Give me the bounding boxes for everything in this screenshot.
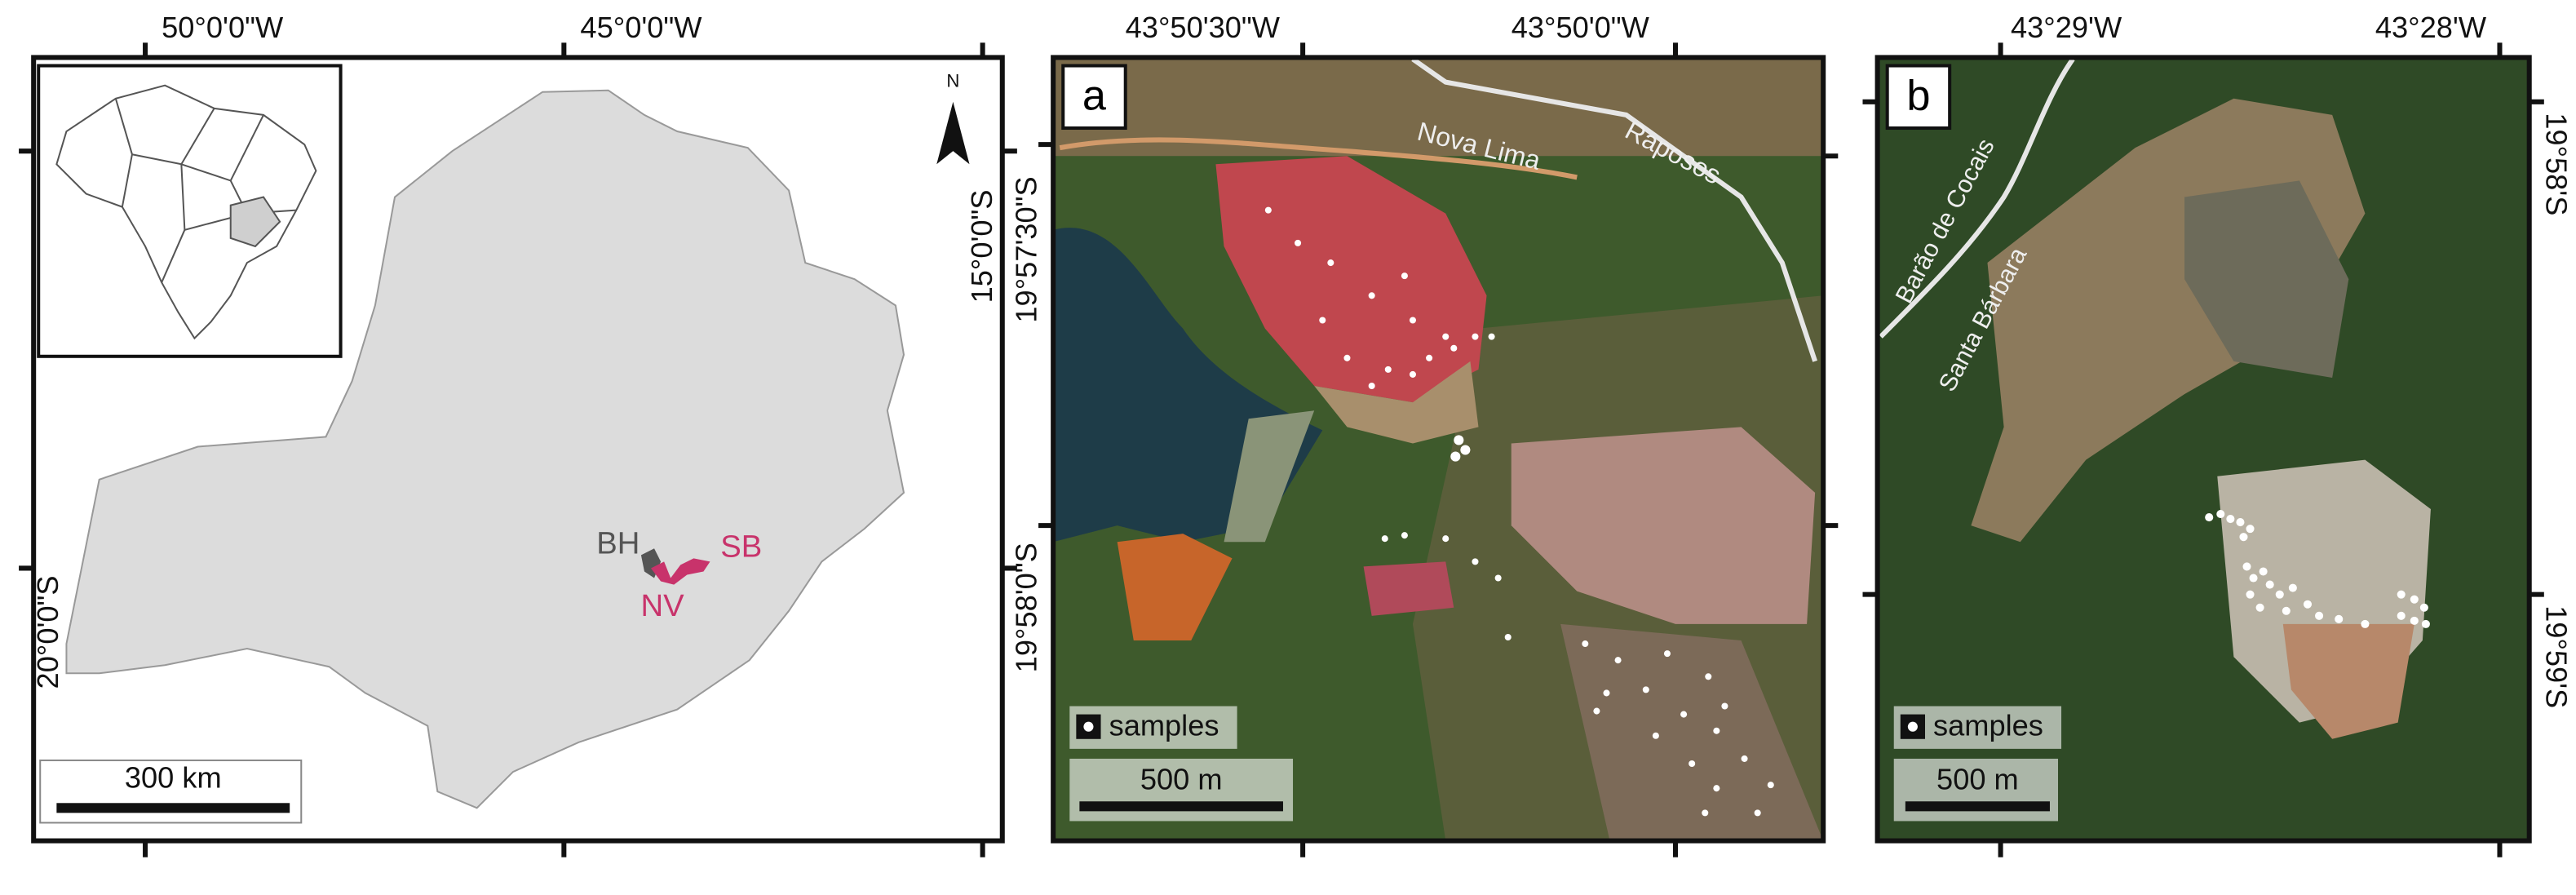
- scale-bar-label: 500 m: [1140, 763, 1223, 796]
- state-map-panel: BH SB NV N 300 km 50°0'0: [19, 11, 1017, 857]
- lat-label: 15°0'0"S: [965, 189, 998, 303]
- lat-label: 19°58'S: [2539, 113, 2573, 215]
- lon-label: 43°50'0"W: [1512, 11, 1650, 44]
- place-label: NV: [641, 588, 685, 623]
- panel-frame: [1874, 55, 2532, 844]
- panel-letter: b: [1906, 73, 1930, 120]
- lon-label: 45°0'0"W: [580, 11, 702, 44]
- panel-letter-box: [1885, 64, 1952, 131]
- satellite-image: [1053, 57, 1824, 841]
- lat-label: 19°58'0"S: [1010, 543, 1043, 672]
- scale-bar: [1079, 801, 1283, 812]
- inset-country: [55, 84, 317, 340]
- north-arrow: [936, 101, 970, 165]
- panel-frame: [1051, 55, 1826, 844]
- lat-label: 20°0'0"S: [31, 575, 64, 689]
- state-outline: [65, 89, 905, 809]
- scale-bar: [1905, 801, 2050, 812]
- study-region: [651, 558, 710, 585]
- place-label: SB: [720, 529, 762, 564]
- lon-label: 43°29'W: [2011, 11, 2122, 44]
- lat-label: 19°59'S: [2539, 605, 2573, 708]
- legend-label: samples: [1109, 708, 1219, 742]
- legend-dot: [1907, 721, 1918, 732]
- lon-label: 43°50'30"W: [1126, 11, 1281, 44]
- panel-a: Nova Lima Raposos a samples 500 m 43°50'…: [1010, 11, 1839, 857]
- sample-points: [2205, 509, 2430, 628]
- lat-label: 19°57'30"S: [1010, 176, 1043, 322]
- legend-dot: [1083, 721, 1094, 732]
- panel-letter: a: [1082, 73, 1107, 120]
- scale-bar-label: 500 m: [1936, 763, 2019, 796]
- lon-label: 50°0'0"W: [162, 11, 284, 44]
- scale-bar-label: 300 km: [125, 761, 222, 795]
- panel-frame: [31, 55, 1005, 844]
- legend-label: samples: [1933, 708, 2043, 742]
- scale-bar: [56, 803, 290, 813]
- place-label: BH: [596, 525, 640, 560]
- satellite-image: [1877, 57, 2530, 841]
- north-label: N: [946, 70, 959, 91]
- sample-points: [1264, 206, 1774, 817]
- panel-b: Barão de Cocais Santa Bárbara b samples …: [1862, 11, 2573, 857]
- lon-label: 43°28'W: [2375, 11, 2487, 44]
- panel-letter-box: [1061, 64, 1127, 131]
